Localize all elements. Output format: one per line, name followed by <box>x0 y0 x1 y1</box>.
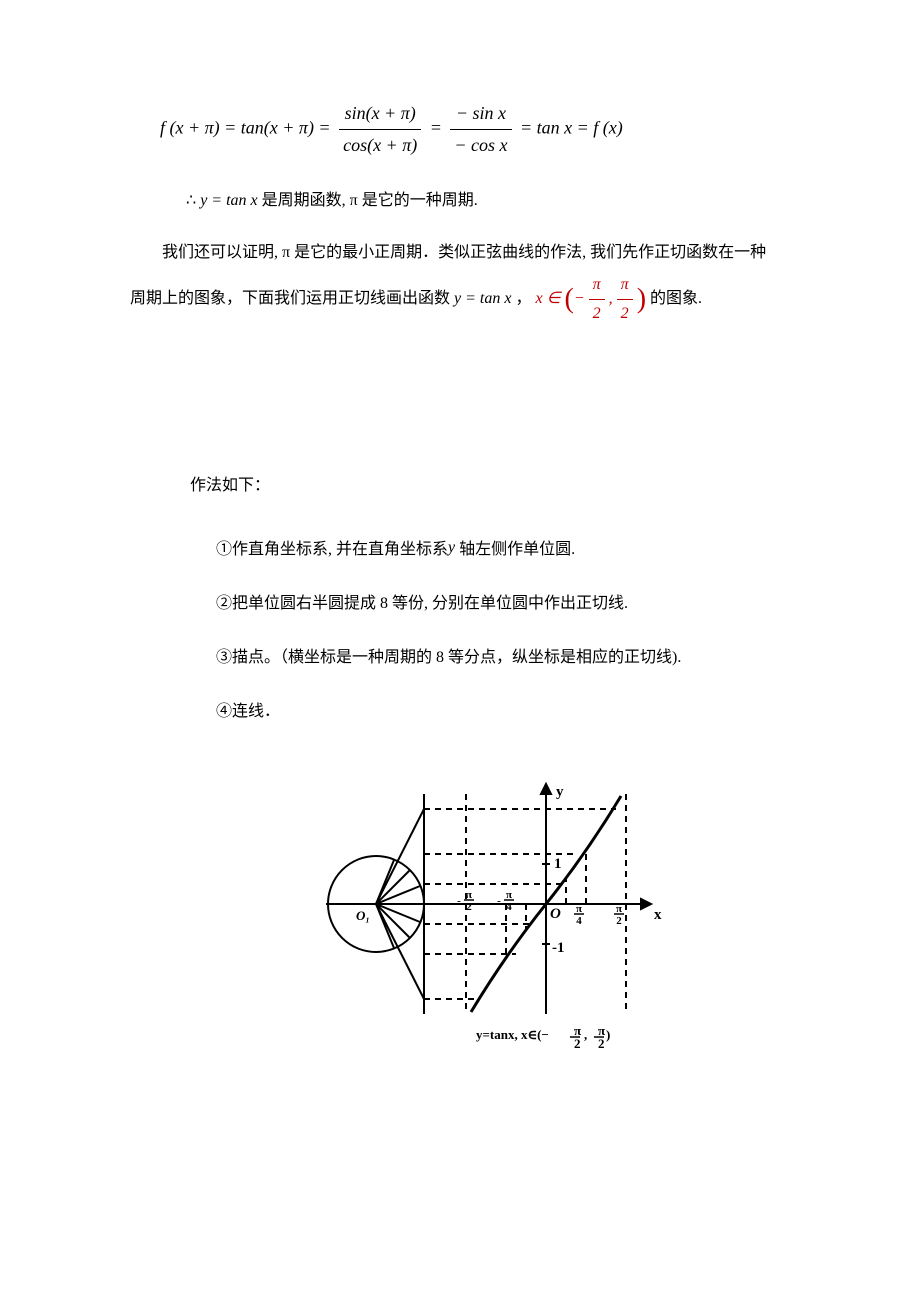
svg-text:): ) <box>606 1027 610 1042</box>
eq-rhs: = tan x = f (x) <box>520 118 623 138</box>
therefore-symbol: ∴ <box>186 192 196 209</box>
para1-text1: 我们还可以证明, π 是它的最小正周期．类似正弦曲线的作法, 我们先作正切函数在… <box>162 244 766 261</box>
svg-text:4: 4 <box>576 915 582 927</box>
svg-text:2: 2 <box>616 915 622 927</box>
para1-comma: ， <box>511 290 531 307</box>
method-heading: 作法如下： <box>190 474 820 498</box>
document-page: f (x + π) = tan(x + π) = sin(x + π) cos(… <box>0 0 920 1122</box>
frac1-denominator: cos(x + π) <box>339 130 421 159</box>
eq-equals-1: = <box>430 118 442 138</box>
para1-suffix: 的图象. <box>650 290 702 307</box>
conclusion-line: ∴ y = tan x 是周期函数, π 是它的一种周期. <box>186 189 820 213</box>
svg-text:,: , <box>584 1027 587 1042</box>
svg-text:π: π <box>506 889 512 901</box>
eq-fraction-1: sin(x + π) cos(x + π) <box>339 100 421 159</box>
para1-neg: − <box>574 290 585 307</box>
svg-text:4: 4 <box>506 901 512 913</box>
conclusion-math: y = tan x <box>200 192 257 209</box>
svg-text:π: π <box>466 889 472 901</box>
conclusion-text: 是周期函数, π 是它的一种周期. <box>262 192 478 209</box>
para1-frac-b: π2 <box>617 273 633 326</box>
svg-text:π: π <box>576 903 582 915</box>
para1-frac-a-num: π <box>589 273 605 300</box>
svg-text:2: 2 <box>598 1036 605 1051</box>
para1-math-ytan: y = tan x <box>454 290 511 307</box>
step-4: ④连线． <box>216 700 820 724</box>
frac2-numerator: − sin x <box>450 100 511 130</box>
fig-tick-m1: -1 <box>552 940 565 956</box>
fig-x-label: x <box>654 907 662 923</box>
step-2: ②把单位圆右半圆提成 8 等份, 分别在单位圆中作出正切线. <box>216 592 820 616</box>
frac1-numerator: sin(x + π) <box>339 100 421 130</box>
tangent-figure: y x O O₁ 1 -1 π2- π4- π4 π2 y=tanx, x∈(−… <box>306 754 820 1062</box>
fig-origin-label: O <box>550 906 561 922</box>
frac2-denominator: − cos x <box>450 130 511 159</box>
para1-lparen: ( <box>565 284 574 315</box>
step1-text-b: 轴左侧作单位圆. <box>455 541 575 558</box>
para1-x-in: x ∈ <box>535 290 560 307</box>
paragraph-1-line1: 我们还可以证明, π 是它的最小正周期．类似正弦曲线的作法, 我们先作正切函数在… <box>130 241 820 265</box>
step-1: ①作直角坐标系, 并在直角坐标系y 轴左侧作单位圆. <box>216 538 820 562</box>
fig-o1-label: O₁ <box>356 908 370 923</box>
steps-list: ①作直角坐标系, 并在直角坐标系y 轴左侧作单位圆. ②把单位圆右半圆提成 8 … <box>216 538 820 724</box>
svg-text:2: 2 <box>466 901 472 913</box>
para1-frac-a: π2 <box>589 273 605 326</box>
paragraph-1-line2: 周期上的图象，下面我们运用正切线画出函数 y = tan x ， x ∈ (−π… <box>130 273 820 326</box>
para1-prefix: 周期上的图象，下面我们运用正切线画出函数 <box>130 290 454 307</box>
eq-fraction-2: − sin x − cos x <box>450 100 511 159</box>
svg-text:-: - <box>497 895 501 907</box>
fig-y-label: y <box>556 784 564 800</box>
para1-frac-b-num: π <box>617 273 633 300</box>
svg-text:π: π <box>616 903 622 915</box>
step-3: ③描点。（横坐标是一种周期的 8 等分点，纵坐标是相应的正切线). <box>216 646 820 670</box>
eq-lhs: f (x + π) = tan(x + π) = <box>160 118 331 138</box>
svg-text:-: - <box>457 895 461 907</box>
para1-domain: x ∈ (−π2,π2) <box>535 290 650 307</box>
step1-text-a: ①作直角坐标系, 并在直角坐标系 <box>216 541 448 558</box>
fig-tick-1: 1 <box>554 856 562 872</box>
para1-rparen: ) <box>637 284 646 315</box>
spacer <box>130 326 820 446</box>
para1-frac-a-den: 2 <box>589 300 605 326</box>
step1-y-var: y <box>448 539 455 556</box>
para1-sep: , <box>609 290 613 307</box>
para1-frac-b-den: 2 <box>617 300 633 326</box>
svg-text:2: 2 <box>574 1036 581 1051</box>
svg-text:y=tanx, x∈(−: y=tanx, x∈(− <box>476 1027 549 1042</box>
main-equation: f (x + π) = tan(x + π) = sin(x + π) cos(… <box>160 100 790 159</box>
tangent-svg: y x O O₁ 1 -1 π2- π4- π4 π2 y=tanx, x∈(−… <box>306 754 666 1054</box>
